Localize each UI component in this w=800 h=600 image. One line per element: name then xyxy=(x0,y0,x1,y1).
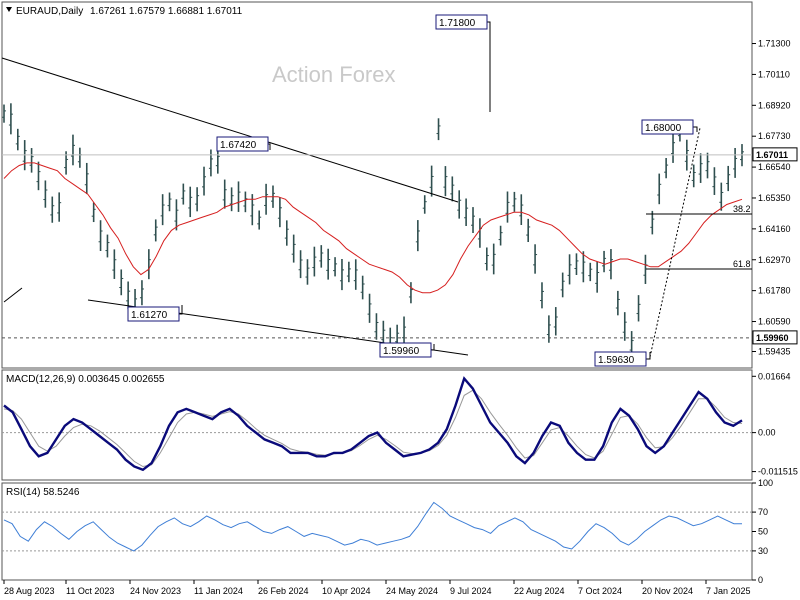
macd-title: MACD(12,26,9) 0.003645 0.002655 xyxy=(6,374,165,385)
price-axis-label: 1.61780 xyxy=(758,286,791,296)
support-price-tag-box xyxy=(752,330,798,345)
price-label-3: 1.61270 xyxy=(131,310,168,321)
dropdown-triangle-icon[interactable] xyxy=(6,7,12,12)
price-label-5: 1.59630 xyxy=(598,355,635,366)
x-axis-label: 24 Nov 2023 xyxy=(130,586,181,596)
rsi-axis-label: 30 xyxy=(758,546,768,556)
macd-axis-label: 0.01664 xyxy=(758,371,791,381)
rsi-panel xyxy=(1,482,753,581)
price-label-leader xyxy=(693,126,698,132)
x-axis-label: 10 Apr 2024 xyxy=(322,586,371,596)
x-axis-label: 20 Nov 2024 xyxy=(642,586,693,596)
price-label-2: 1.67420 xyxy=(220,140,257,151)
macd-axis-label: 0.00 xyxy=(758,428,776,438)
current-price-tag-box xyxy=(752,147,798,162)
price-label-4: 1.59960 xyxy=(383,346,420,357)
left-trendline-fragment xyxy=(3,287,23,303)
price-label-leader xyxy=(487,21,491,112)
price-series xyxy=(2,103,744,359)
upper-trendline xyxy=(1,57,459,203)
fib-swing-line xyxy=(649,127,701,358)
macd-signal-line xyxy=(3,389,743,468)
price-label-box xyxy=(594,351,647,367)
fib-618-label: 61.8 xyxy=(733,259,751,269)
x-axis-label: 11 Oct 2023 xyxy=(66,586,114,596)
price-label-box xyxy=(127,306,180,322)
symbol-label: EURAUD,Daily xyxy=(16,6,83,17)
x-axis-label: 22 Aug 2024 xyxy=(514,586,565,596)
price-label-box xyxy=(379,342,432,358)
price-axis-label: 1.71300 xyxy=(758,39,791,49)
price-axis-label: 1.67730 xyxy=(758,131,791,141)
rsi-axis-label: 70 xyxy=(758,507,768,517)
annotations: 38.2 61.8 1.67011 1.59960 1.71800 1.68000 1.67… xyxy=(1,14,798,367)
x-axis-label: 24 May 2024 xyxy=(386,586,438,596)
watermark: Action Forex xyxy=(272,62,396,87)
x-axis-label: 9 Jul 2024 xyxy=(450,586,492,596)
price-label-1: 1.68000 xyxy=(645,123,682,134)
axes: 1.71300 1.70110 1.68920 1.67730 1.66540 1.653… xyxy=(3,39,798,596)
price-panel xyxy=(1,1,753,369)
rsi-line xyxy=(3,501,742,552)
price-axis-label: 1.64160 xyxy=(758,224,791,234)
x-axis-label: 26 Feb 2024 xyxy=(258,586,309,596)
price-label-0: 1.71800 xyxy=(439,18,476,29)
price-label-leader xyxy=(646,352,651,360)
price-axis-label: 1.65350 xyxy=(758,193,791,203)
x-axis-label: 7 Jan 2025 xyxy=(706,586,751,596)
x-axis-label: 7 Oct 2024 xyxy=(578,586,622,596)
sma-line xyxy=(3,162,743,294)
price-label-box xyxy=(216,136,269,152)
rsi-title: RSI(14) 58.5246 xyxy=(6,487,80,498)
current-price-tag: 1.67011 xyxy=(756,150,788,160)
rsi-axis-label: 100 xyxy=(758,478,773,488)
price-axis-label: 1.70110 xyxy=(758,69,790,79)
price-axis-label: 1.59435 xyxy=(758,347,791,357)
x-axis-label: 28 Aug 2023 xyxy=(4,586,55,596)
price-label-leader xyxy=(268,143,271,150)
rsi-axis-label: 50 xyxy=(758,527,768,537)
rsi-axis-label: 0 xyxy=(758,575,763,585)
price-label-box xyxy=(435,14,488,30)
support-price-tag: 1.59960 xyxy=(756,333,789,343)
price-axis-label: 1.66540 xyxy=(758,162,791,172)
macd-panel xyxy=(1,369,753,481)
ohlc-label: 1.67261 1.67579 1.66881 1.67011 xyxy=(90,6,243,17)
price-label-leader xyxy=(431,344,435,351)
x-axis-label: 11 Jan 2024 xyxy=(194,586,243,596)
fib-382-label: 38.2 xyxy=(733,204,751,214)
price-label-box xyxy=(641,119,694,135)
macd-axis-label: -0.011515 xyxy=(758,467,798,477)
price-axis-label: 1.68920 xyxy=(758,100,791,110)
macd-line xyxy=(3,376,743,472)
rsi-series xyxy=(2,501,752,552)
price-axis-label: 1.60590 xyxy=(758,317,791,327)
macd-series xyxy=(2,376,752,472)
price-axis-label: 1.62970 xyxy=(758,255,791,265)
price-label-leader xyxy=(179,305,183,315)
